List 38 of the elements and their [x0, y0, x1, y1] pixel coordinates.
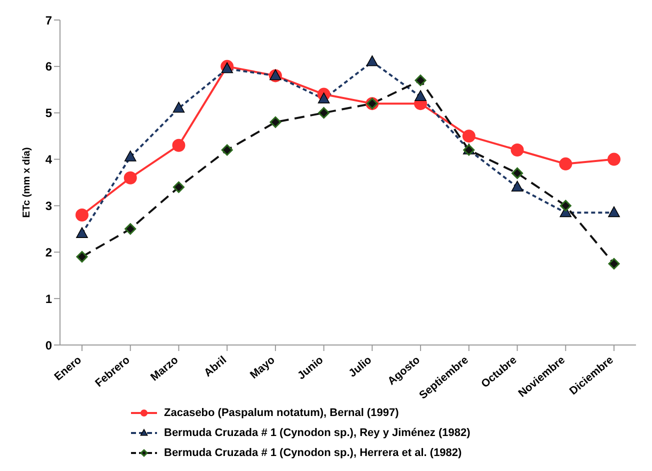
legend-label: Zacasebo (Paspalum notatum), Bernal (1997) — [164, 407, 399, 419]
point — [172, 102, 185, 113]
point — [510, 144, 524, 156]
point — [270, 116, 282, 128]
point — [608, 258, 620, 270]
point — [414, 74, 426, 86]
point — [366, 55, 378, 66]
y-tick-label: 2 — [45, 245, 52, 260]
point — [221, 144, 233, 156]
point — [512, 167, 524, 179]
point — [559, 157, 572, 170]
point — [608, 152, 620, 166]
legend-label: Bermuda Cruzada # 1 (Cynodon sp.), Rey y Jiménez (1982) — [164, 427, 470, 439]
point — [462, 130, 476, 143]
point — [608, 206, 620, 218]
y-tick-label: 7 — [45, 13, 52, 28]
y-tick-label: 0 — [45, 338, 52, 352]
point — [124, 150, 136, 162]
y-tick-label: 1 — [45, 292, 52, 306]
point — [124, 171, 137, 184]
point — [76, 208, 88, 222]
y-tick-label: 6 — [45, 60, 52, 74]
point — [511, 180, 524, 192]
point — [318, 107, 330, 119]
point — [172, 138, 186, 152]
y-axis-title: ETc (mm x día) — [22, 147, 33, 218]
point — [560, 200, 572, 212]
point — [318, 92, 330, 104]
point — [172, 181, 184, 193]
y-tick-label: 3 — [45, 198, 52, 213]
point — [76, 251, 88, 263]
point — [414, 90, 426, 102]
legend-label: Bermuda Cruzada # 1 (Cynodon sp.), Herrera et al. (1982) — [164, 447, 462, 459]
point — [221, 62, 233, 74]
point — [76, 227, 88, 238]
point — [124, 223, 136, 235]
y-tick-label: 5 — [45, 106, 52, 120]
y-tick-label: 4 — [45, 152, 52, 167]
